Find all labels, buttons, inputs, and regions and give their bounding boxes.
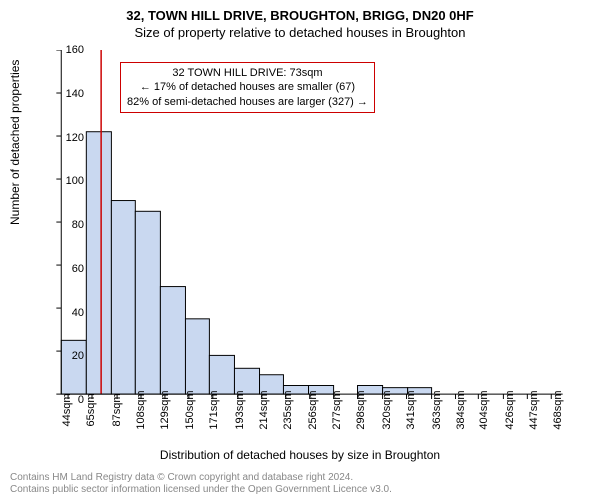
chart-title-main: 32, TOWN HILL DRIVE, BROUGHTON, BRIGG, D… bbox=[0, 0, 600, 23]
annotation-line1: 32 TOWN HILL DRIVE: 73sqm bbox=[127, 66, 368, 80]
histogram-bar bbox=[160, 287, 185, 395]
y-tick-label: 100 bbox=[66, 175, 84, 187]
x-tick-label: 447sqm bbox=[528, 390, 540, 429]
annotation-box: 32 TOWN HILL DRIVE: 73sqm ← 17% of detac… bbox=[120, 62, 375, 113]
footer-attribution: Contains HM Land Registry data © Crown c… bbox=[10, 472, 392, 496]
footer-line2: Contains public sector information licen… bbox=[10, 484, 392, 496]
x-tick-label: 256sqm bbox=[307, 390, 319, 429]
x-tick-label: 426sqm bbox=[504, 390, 516, 429]
annotation-line3: 82% of semi-detached houses are larger (… bbox=[127, 95, 368, 109]
y-tick-label: 160 bbox=[66, 44, 84, 56]
chart-plot-area: 32 TOWN HILL DRIVE: 73sqm ← 17% of detac… bbox=[60, 50, 570, 400]
y-tick-label: 0 bbox=[78, 394, 84, 406]
footer-line1: Contains HM Land Registry data © Crown c… bbox=[10, 472, 392, 484]
y-tick-label: 140 bbox=[66, 88, 84, 100]
y-axis-label: Number of detached properties bbox=[8, 60, 22, 225]
y-tick-label: 120 bbox=[66, 132, 84, 144]
y-tick-label: 80 bbox=[72, 219, 84, 231]
y-tick-label: 20 bbox=[72, 350, 84, 362]
x-tick-label: 87sqm bbox=[111, 393, 123, 426]
x-tick-label: 108sqm bbox=[135, 390, 147, 429]
annotation-line2: ← 17% of detached houses are smaller (67… bbox=[127, 80, 368, 94]
x-tick-label: 468sqm bbox=[552, 390, 564, 429]
x-tick-label: 65sqm bbox=[85, 393, 97, 426]
x-tick-label: 235sqm bbox=[282, 390, 294, 429]
x-tick-label: 320sqm bbox=[381, 390, 393, 429]
histogram-bar bbox=[61, 340, 86, 394]
histogram-bar bbox=[209, 355, 234, 394]
histogram-bar bbox=[86, 132, 111, 394]
x-tick-label: 341sqm bbox=[405, 390, 417, 429]
x-tick-label: 404sqm bbox=[478, 390, 490, 429]
x-axis-label: Distribution of detached houses by size … bbox=[0, 448, 600, 462]
x-tick-label: 129sqm bbox=[159, 390, 171, 429]
x-tick-label: 171sqm bbox=[208, 390, 220, 429]
y-tick-label: 40 bbox=[72, 307, 84, 319]
y-tick-label: 60 bbox=[72, 263, 84, 275]
chart-title-sub: Size of property relative to detached ho… bbox=[0, 23, 600, 40]
x-tick-label: 150sqm bbox=[184, 390, 196, 429]
x-tick-label: 214sqm bbox=[258, 390, 270, 429]
histogram-bar bbox=[111, 201, 135, 395]
x-tick-label: 44sqm bbox=[61, 393, 73, 426]
x-tick-label: 193sqm bbox=[234, 390, 246, 429]
histogram-bar bbox=[135, 211, 160, 394]
x-tick-label: 384sqm bbox=[455, 390, 467, 429]
histogram-bar bbox=[185, 319, 209, 394]
chart-container: 32, TOWN HILL DRIVE, BROUGHTON, BRIGG, D… bbox=[0, 0, 600, 500]
x-tick-label: 298sqm bbox=[355, 390, 367, 429]
x-tick-label: 277sqm bbox=[331, 390, 343, 429]
x-tick-label: 363sqm bbox=[431, 390, 443, 429]
